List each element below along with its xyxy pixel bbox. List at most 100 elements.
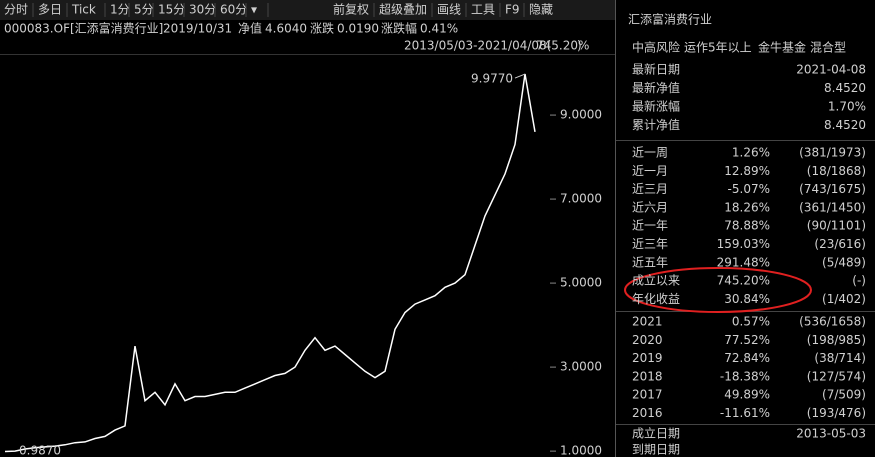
row-label: 近一年: [632, 219, 668, 233]
max-pointer: [514, 73, 526, 79]
toolbar-tab[interactable]: 多日: [38, 3, 62, 17]
row-rank: (90/1101): [807, 219, 866, 233]
row-label: 成立以来: [632, 273, 680, 288]
row-pct: 1.26%: [732, 146, 770, 160]
bottom-label: 到期日期: [632, 443, 680, 457]
row-pct: 77.52%: [724, 333, 770, 347]
row-rank: (5/489): [822, 255, 866, 269]
max-label: 9.9770: [471, 72, 513, 86]
row-rank: (1/402): [822, 292, 866, 306]
fund-tag: 金牛基金: [758, 40, 806, 55]
info-value: 1.70%: [828, 100, 866, 114]
info-label: 最新日期: [632, 62, 680, 77]
toolbar-tab[interactable]: ▾: [251, 3, 257, 17]
row-rank: (127/574): [807, 369, 866, 383]
row-rank: (743/1675): [799, 182, 866, 196]
toolbar-tab[interactable]: 工具: [471, 3, 495, 17]
row-pct: -11.61%: [720, 406, 770, 420]
toolbar-tab[interactable]: 30分: [189, 3, 216, 17]
info-label: 累计净值: [632, 117, 680, 132]
range-close: ): [577, 39, 582, 53]
y-tick-label: 5.0000: [560, 276, 602, 290]
row-rank: (38/714): [814, 351, 866, 365]
row-label: 近一周: [632, 146, 668, 160]
row-label: 2016: [632, 406, 663, 420]
row-pct: 12.89%: [724, 164, 770, 178]
row-rank: (18/1868): [807, 164, 866, 178]
toolbar-tab[interactable]: 前复权: [333, 2, 369, 17]
highlight-circle: [624, 267, 812, 313]
toolbar: [0, 0, 615, 20]
row-label: 2019: [632, 351, 663, 365]
toolbar-tab[interactable]: 60分: [220, 3, 247, 17]
row-label: 近三月: [632, 182, 668, 196]
fund-name: 汇添富消费行业: [628, 12, 712, 27]
info-label: 最新净值: [632, 80, 680, 95]
info-value: 8.4520: [824, 118, 866, 132]
toolbar-tab[interactable]: 1分: [110, 3, 130, 17]
price-line: [4, 73, 536, 453]
row-pct: 159.03%: [717, 237, 770, 251]
row-label: 2017: [632, 388, 663, 402]
toolbar-tab[interactable]: 15分: [158, 3, 185, 17]
row-pct: 72.84%: [724, 351, 770, 365]
row-label: 2021: [632, 315, 663, 329]
y-tick-label: 1.0000: [560, 444, 602, 457]
row-pct: 78.88%: [724, 219, 770, 233]
row-label: 2018: [632, 369, 663, 383]
row-label: 2020: [632, 333, 663, 347]
bottom-label: 成立日期: [632, 426, 680, 441]
info-label: 最新涨幅: [632, 99, 680, 114]
quote-field: 净值: [238, 21, 262, 36]
row-pct: -5.07%: [728, 182, 770, 196]
bottom-value: 2013-05-03: [796, 427, 866, 441]
quote-field: 0.0190: [337, 22, 379, 36]
row-rank: (361/1450): [799, 200, 866, 214]
quote-field: 涨跌幅: [381, 21, 417, 36]
row-pct: 291.48%: [717, 255, 770, 269]
min-label: 0.9870: [19, 444, 61, 457]
row-rank: (193/476): [807, 406, 866, 420]
quote-field: 2019/10/31: [163, 22, 232, 36]
fund-tag: 混合型: [810, 40, 846, 55]
row-label: 近六月: [632, 200, 668, 214]
toolbar-tab[interactable]: 5分: [134, 3, 154, 17]
row-pct: 49.89%: [724, 388, 770, 402]
row-rank: (536/1658): [799, 315, 866, 329]
toolbar-tab[interactable]: 分时: [4, 3, 28, 17]
quote-field: 0.41%: [420, 22, 458, 36]
row-pct: 0.57%: [732, 315, 770, 329]
range-text: 2013/05/03-2021/04/08(: [404, 39, 551, 53]
toolbar-tab[interactable]: 画线: [437, 3, 461, 17]
y-tick-label: 9.0000: [560, 108, 602, 122]
row-rank: (381/1973): [799, 146, 866, 160]
row-pct: 18.26%: [724, 200, 770, 214]
row-label: 近五年: [632, 255, 668, 269]
row-label: 近三年: [632, 237, 668, 251]
toolbar-tab[interactable]: 隐藏: [529, 3, 553, 17]
info-value: 8.4520: [824, 81, 866, 95]
row-pct: -18.38%: [720, 369, 770, 383]
row-rank: (-): [852, 274, 866, 288]
range-pct: 745.20%: [536, 39, 589, 53]
y-tick-label: 7.0000: [560, 192, 602, 206]
y-tick-label: 3.0000: [560, 360, 602, 374]
info-value: 2021-04-08: [796, 63, 866, 77]
row-label: 年化收益: [632, 292, 680, 306]
row-rank: (23/616): [814, 237, 866, 251]
row-label: 近一月: [632, 164, 668, 178]
quote-field: 涨跌: [310, 21, 334, 36]
quote-field: 4.6040: [265, 22, 307, 36]
row-rank: (198/985): [807, 333, 866, 347]
row-pct: 745.20%: [717, 274, 770, 288]
quote-field: 000083.OF[汇添富消费行业]: [4, 21, 163, 36]
fund-tag: 运作5年以上: [684, 41, 752, 55]
row-rank: (7/509): [822, 388, 866, 402]
toolbar-tab[interactable]: 超级叠加: [379, 2, 427, 17]
row-pct: 30.84%: [724, 292, 770, 306]
fund-tag: 中高风险: [632, 40, 680, 55]
toolbar-tab[interactable]: Tick: [71, 3, 96, 17]
toolbar-tab[interactable]: F9: [505, 3, 520, 17]
